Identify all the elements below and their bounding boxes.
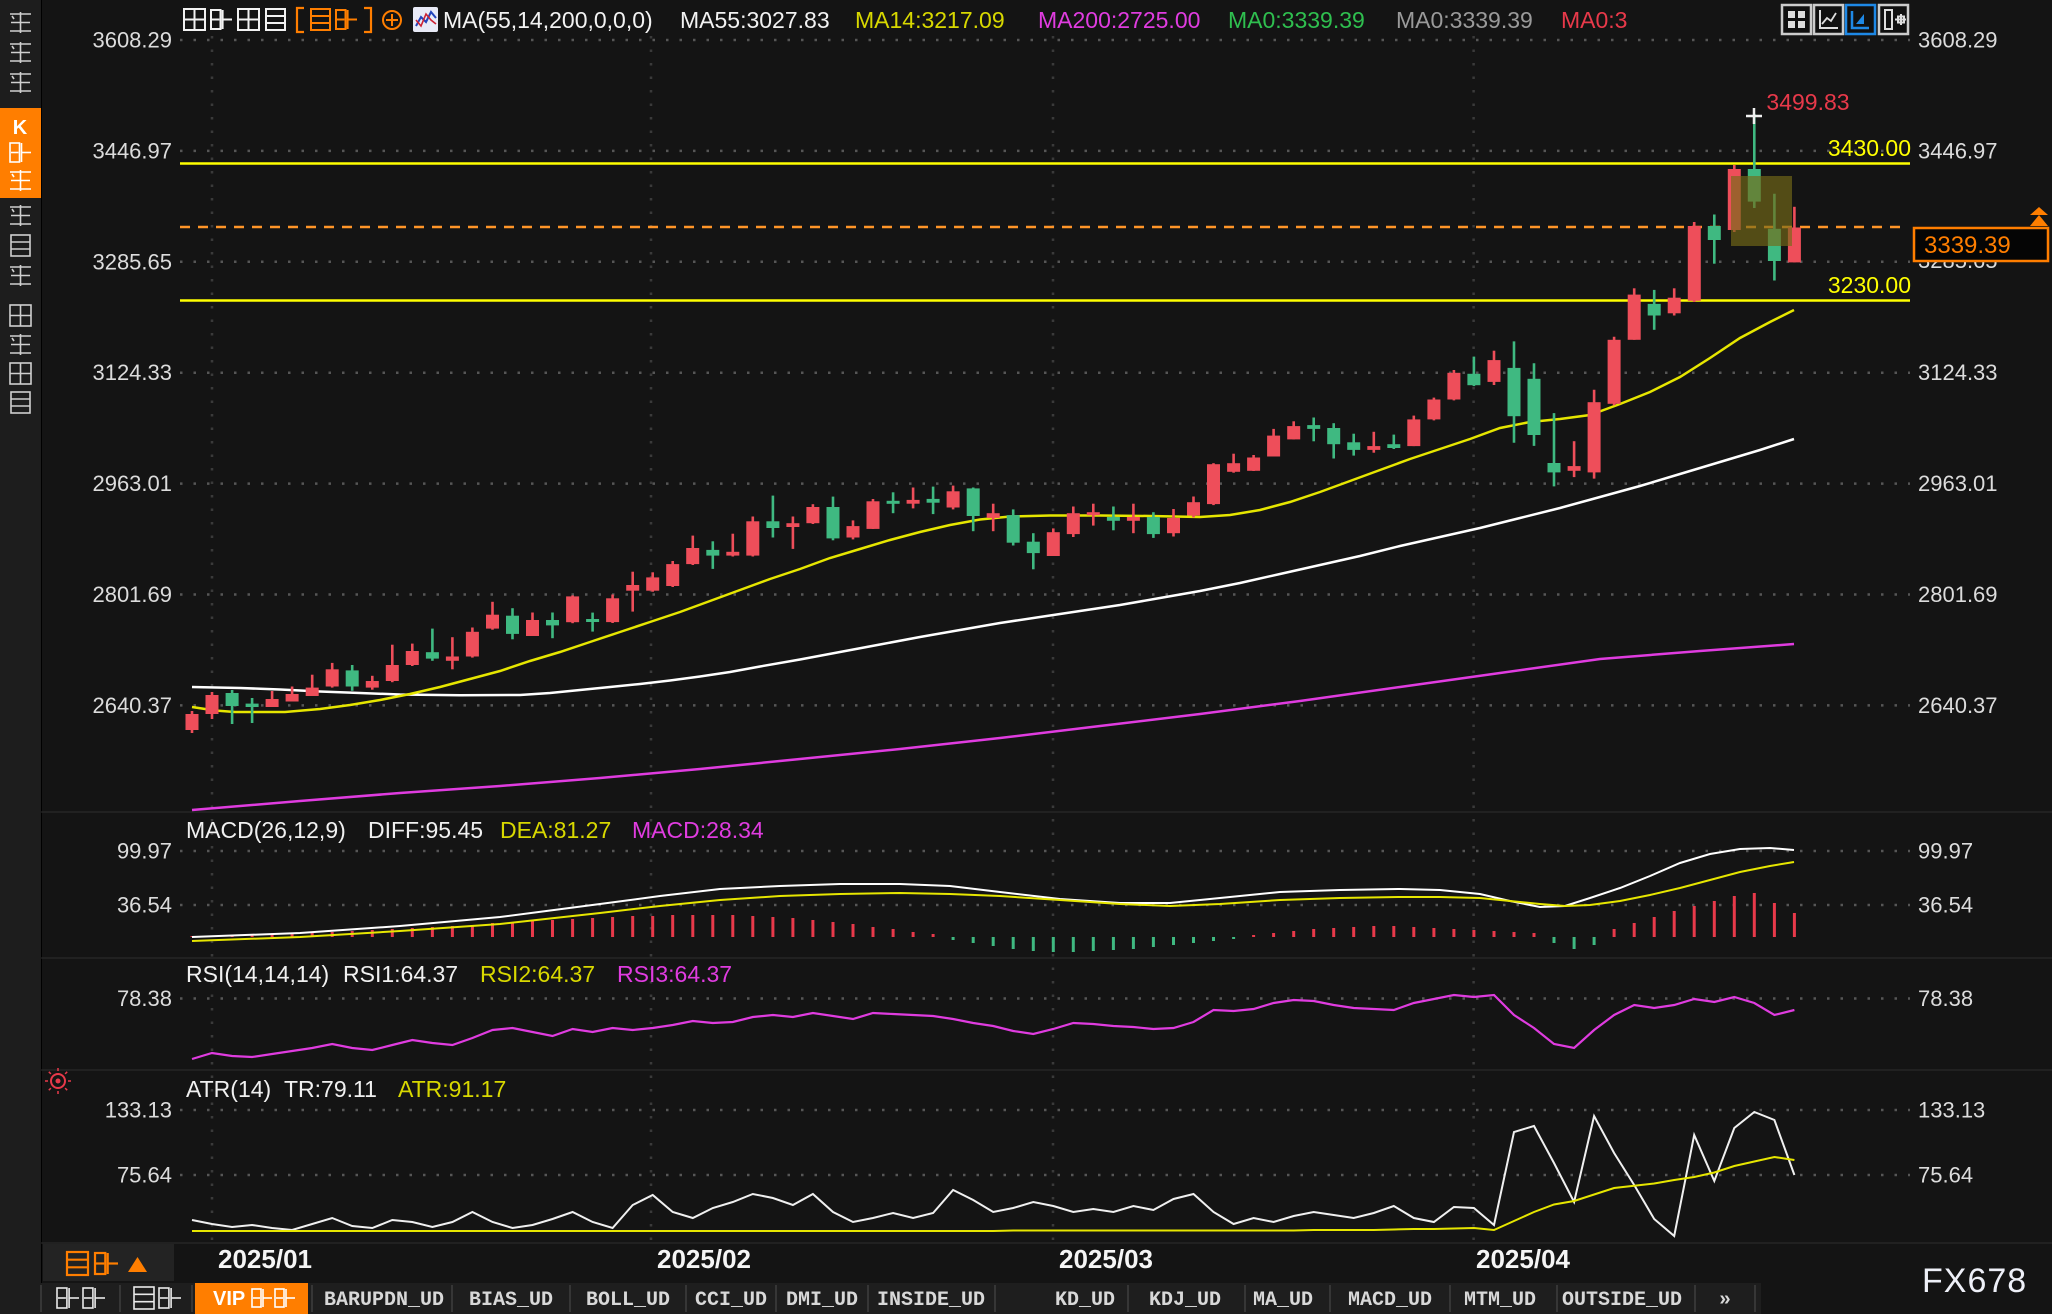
svg-text:KDJ_UD: KDJ_UD: [1149, 1289, 1221, 1312]
svg-text:RSI2:64.37: RSI2:64.37: [480, 961, 595, 987]
svg-text:75.64: 75.64: [1918, 1163, 1973, 1188]
svg-text:2640.37: 2640.37: [1918, 693, 1998, 718]
svg-text:3499.83: 3499.83: [1766, 89, 1849, 115]
svg-text:MACD(26,12,9): MACD(26,12,9): [186, 817, 346, 843]
svg-text:3608.29: 3608.29: [92, 28, 172, 53]
svg-text:133.13: 133.13: [1918, 1098, 1985, 1123]
svg-text:3446.97: 3446.97: [92, 138, 172, 163]
svg-text:RSI1:64.37: RSI1:64.37: [343, 961, 458, 987]
svg-text:MA200:2725.00: MA200:2725.00: [1038, 7, 1200, 33]
svg-text:3285.65: 3285.65: [92, 249, 172, 274]
svg-text:2025/03: 2025/03: [1059, 1244, 1153, 1274]
svg-text:2801.69: 2801.69: [1918, 582, 1998, 607]
svg-text:KD_UD: KD_UD: [1055, 1289, 1115, 1312]
svg-text:FX678: FX678: [1922, 1262, 2027, 1300]
svg-text:TR:79.11: TR:79.11: [284, 1076, 377, 1102]
svg-text:RSI(14,14,14): RSI(14,14,14): [186, 961, 329, 987]
svg-text:CCI_UD: CCI_UD: [695, 1289, 767, 1312]
svg-text:99.97: 99.97: [117, 839, 172, 864]
svg-text:BARUPDN_UD: BARUPDN_UD: [324, 1289, 444, 1312]
svg-text:RSI3:64.37: RSI3:64.37: [617, 961, 732, 987]
svg-text:36.54: 36.54: [117, 893, 172, 918]
svg-text:3608.29: 3608.29: [1918, 28, 1998, 53]
svg-text:K: K: [13, 117, 28, 139]
svg-text:2963.01: 2963.01: [92, 471, 172, 496]
svg-text:ATR(14): ATR(14): [186, 1076, 271, 1102]
svg-text:ATR:91.17: ATR:91.17: [398, 1076, 506, 1102]
svg-text:MACD:28.34: MACD:28.34: [632, 817, 764, 843]
svg-text:MTM_UD: MTM_UD: [1464, 1289, 1536, 1312]
svg-text:99.97: 99.97: [1918, 839, 1973, 864]
svg-text:VIP: VIP: [213, 1288, 245, 1310]
svg-text:133.13: 133.13: [105, 1098, 172, 1123]
svg-text:MA0:3339.39: MA0:3339.39: [1396, 7, 1533, 33]
svg-text:MA14:3217.09: MA14:3217.09: [855, 7, 1005, 33]
svg-text:MA(55,14,200,0,0,0): MA(55,14,200,0,0,0): [443, 7, 653, 33]
svg-text:3230.00: 3230.00: [1828, 272, 1911, 298]
svg-text:3124.33: 3124.33: [92, 360, 172, 385]
svg-text:78.38: 78.38: [1918, 986, 1973, 1011]
svg-text:3446.97: 3446.97: [1918, 138, 1998, 163]
svg-text:3430.00: 3430.00: [1828, 135, 1911, 161]
svg-text:36.54: 36.54: [1918, 893, 1973, 918]
svg-text:»: »: [1719, 1289, 1731, 1312]
svg-text:2640.37: 2640.37: [92, 693, 172, 718]
svg-text:DEA:81.27: DEA:81.27: [500, 817, 611, 843]
svg-text:2963.01: 2963.01: [1918, 471, 1998, 496]
svg-text:BIAS_UD: BIAS_UD: [469, 1289, 553, 1312]
svg-text:OUTSIDE_UD: OUTSIDE_UD: [1562, 1289, 1682, 1312]
svg-text:DIFF:95.45: DIFF:95.45: [368, 817, 483, 843]
svg-text:3124.33: 3124.33: [1918, 360, 1998, 385]
svg-text:MA_UD: MA_UD: [1253, 1289, 1313, 1312]
svg-text:2025/01: 2025/01: [218, 1244, 312, 1274]
svg-text:2025/02: 2025/02: [657, 1244, 751, 1274]
svg-text:MA0:3339.39: MA0:3339.39: [1228, 7, 1365, 33]
svg-text:MA0:3: MA0:3: [1561, 7, 1627, 33]
svg-text:78.38: 78.38: [117, 986, 172, 1011]
svg-text:DMI_UD: DMI_UD: [786, 1289, 858, 1312]
svg-text:MACD_UD: MACD_UD: [1348, 1289, 1432, 1312]
svg-text:MA55:3027.83: MA55:3027.83: [680, 7, 830, 33]
svg-text:INSIDE_UD: INSIDE_UD: [877, 1289, 985, 1312]
svg-text:3339.39: 3339.39: [1924, 232, 2011, 259]
svg-text:BOLL_UD: BOLL_UD: [586, 1289, 670, 1312]
svg-text:2801.69: 2801.69: [92, 582, 172, 607]
svg-text:2025/04: 2025/04: [1476, 1244, 1571, 1274]
svg-text:75.64: 75.64: [117, 1163, 172, 1188]
